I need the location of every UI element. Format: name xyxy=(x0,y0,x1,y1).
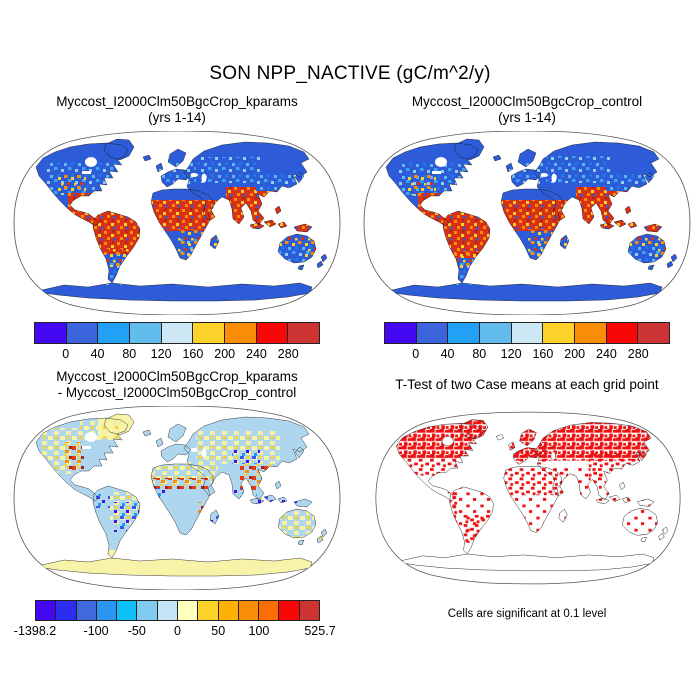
colorbar-tick-label: 200 xyxy=(564,347,586,361)
colorbar-cell xyxy=(279,601,300,620)
colorbar-cell xyxy=(161,323,194,343)
colorbar-labels-npp-control: 0 40 80 120 160 200 240 280 xyxy=(384,347,670,362)
colorbar-cell xyxy=(575,323,607,343)
panel-title-line1: Myccost_I2000Clm50BgcCrop_kparams xyxy=(56,94,298,109)
panel-title-line1: Myccost_I2000Clm50BgcCrop_kparams xyxy=(56,369,298,384)
panel-title-line1: Myccost_I2000Clm50BgcCrop_control xyxy=(411,94,643,109)
colorbar-cell xyxy=(66,323,99,343)
colorbar-tick-label: 0 xyxy=(412,347,420,361)
colorbar-tick-label: 40 xyxy=(90,347,105,361)
colorbar-npp-kparams xyxy=(34,322,320,344)
colorbar-npp-control xyxy=(384,322,670,344)
colorbar-tick-label: 50 xyxy=(211,624,226,638)
colorbar-tick-label: 80 xyxy=(472,347,487,361)
colorbar-tick-label: 0 xyxy=(62,347,70,361)
colorbar-cell xyxy=(543,323,576,343)
colorbar-tick-label: 80 xyxy=(122,347,137,361)
colorbar-tick-label: 100 xyxy=(248,624,270,638)
colorbar-cell xyxy=(511,323,544,343)
colorbar-cell xyxy=(130,323,162,343)
colorbar-cell xyxy=(198,601,219,620)
colorbar-labels-difference: -1398.2 -100 -50 0 50 100 525.7 xyxy=(14,624,336,639)
panel-title-bottom-left: Myccost_I2000Clm50BgcCrop_kparams - Mycc… xyxy=(0,369,354,401)
colorbar-cell xyxy=(416,323,449,343)
world-map-npp-kparams xyxy=(13,131,341,315)
colorbar-difference xyxy=(35,600,320,621)
colorbar-tick-label: -1398.2 xyxy=(13,624,57,638)
colorbar-cell xyxy=(35,323,67,343)
colorbar-labels-npp-kparams: 0 40 80 120 160 200 240 280 xyxy=(34,347,320,362)
colorbar-cell xyxy=(238,601,260,620)
world-map-npp-control xyxy=(363,131,691,315)
colorbar-tick-label: 160 xyxy=(532,347,554,361)
colorbar-tick-label: 280 xyxy=(277,347,299,361)
colorbar-cell xyxy=(177,601,199,620)
colorbar-cell xyxy=(117,601,138,620)
colorbar-cell xyxy=(76,601,97,620)
colorbar-cell xyxy=(193,323,226,343)
colorbar-cell xyxy=(98,323,131,343)
colorbar-cell xyxy=(157,601,178,620)
colorbar-cell xyxy=(606,323,639,343)
colorbar-tick-label: 280 xyxy=(627,347,649,361)
colorbar-cell xyxy=(259,601,280,620)
colorbar-cell xyxy=(448,323,481,343)
colorbar-cell xyxy=(385,323,417,343)
panel-title-line2: (yrs 1-14) xyxy=(148,110,206,125)
panel-title-top-right: Myccost_I2000Clm50BgcCrop_control (yrs 1… xyxy=(350,94,700,126)
panel-title-line2: (yrs 1-14) xyxy=(498,110,556,125)
world-map-ttest xyxy=(375,411,681,585)
colorbar-cell xyxy=(56,601,77,620)
colorbar-tick-label: 525.7 xyxy=(304,624,336,638)
colorbar-tick-label: 160 xyxy=(182,347,204,361)
colorbar-tick-label: 240 xyxy=(596,347,617,361)
colorbar-tick-label: -100 xyxy=(83,624,109,638)
panel-title-top-left: Myccost_I2000Clm50BgcCrop_kparams (yrs 1… xyxy=(0,94,354,126)
colorbar-cell xyxy=(137,601,158,620)
colorbar-cell xyxy=(288,323,320,343)
significance-note: Cells are significant at 0.1 level xyxy=(447,608,607,620)
colorbar-tick-label: -50 xyxy=(127,624,146,638)
colorbar-cell xyxy=(36,601,57,620)
world-map-npp-difference xyxy=(13,406,341,590)
colorbar-tick-label: 120 xyxy=(500,347,522,361)
panel-title-line2: - Myccost_I2000Clm50BgcCrop_control xyxy=(57,385,297,400)
colorbar-cell xyxy=(256,323,289,343)
colorbar-tick-label: 200 xyxy=(214,347,236,361)
colorbar-tick-label: 0 xyxy=(174,624,181,638)
colorbar-tick-label: 120 xyxy=(150,347,172,361)
colorbar-cell xyxy=(638,323,670,343)
panel-title-bottom-right: T-Test of two Case means at each grid po… xyxy=(395,377,659,392)
colorbar-tick-label: 40 xyxy=(440,347,455,361)
main-title: SON NPP_NACTIVE (gC/m^2/y) xyxy=(209,63,491,84)
colorbar-cell xyxy=(480,323,512,343)
colorbar-cell xyxy=(225,323,257,343)
colorbar-cell xyxy=(218,601,239,620)
colorbar-cell xyxy=(96,601,118,620)
colorbar-tick-label: 240 xyxy=(246,347,267,361)
colorbar-cell xyxy=(299,601,319,620)
